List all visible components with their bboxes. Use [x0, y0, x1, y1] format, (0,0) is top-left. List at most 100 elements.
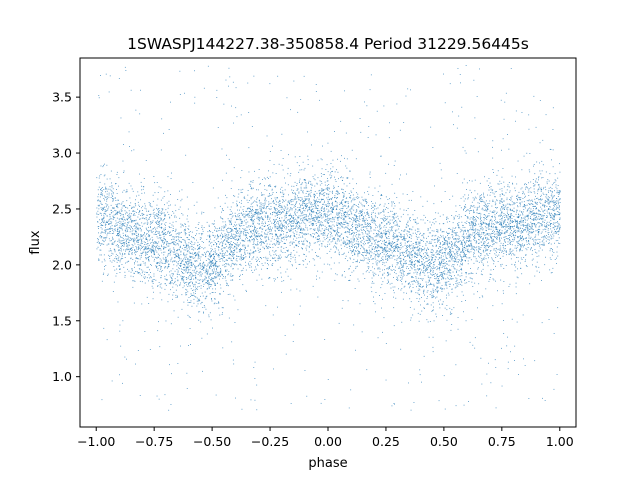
data-point: [469, 240, 471, 242]
data-point: [147, 243, 148, 245]
data-point: [293, 228, 294, 230]
data-point: [157, 269, 159, 271]
data-point: [385, 241, 387, 243]
data-point: [426, 241, 428, 242]
data-point: [414, 252, 416, 254]
data-point: [352, 205, 354, 207]
data-point: [551, 216, 553, 218]
data-point: [545, 240, 547, 242]
data-point: [205, 269, 207, 271]
data-point: [379, 212, 381, 214]
data-point: [291, 220, 293, 222]
data-point: [386, 207, 387, 208]
data-point: [504, 219, 506, 220]
data-point: [284, 252, 286, 253]
data-point: [515, 293, 517, 295]
data-point: [454, 287, 456, 289]
data-point: [361, 232, 363, 233]
data-point: [558, 192, 559, 193]
data-point: [168, 245, 170, 247]
data-point: [172, 251, 174, 253]
data-point: [550, 234, 552, 236]
data-point: [473, 225, 475, 226]
data-point: [446, 241, 448, 243]
data-point: [453, 244, 455, 246]
data-point: [187, 291, 189, 293]
data-point: [330, 248, 332, 250]
data-point: [408, 240, 410, 242]
data-point: [299, 290, 301, 292]
data-point: [381, 247, 383, 249]
data-point: [531, 211, 533, 213]
data-point: [368, 224, 369, 225]
data-point: [154, 248, 156, 250]
data-point: [508, 182, 510, 183]
data-point: [540, 206, 542, 208]
data-point: [144, 271, 146, 273]
data-point: [439, 253, 441, 255]
data-point: [522, 314, 524, 316]
data-point: [300, 232, 302, 233]
data-point: [272, 243, 274, 245]
data-point: [256, 236, 258, 238]
data-point: [257, 234, 259, 236]
data-point: [270, 229, 272, 231]
data-point: [122, 320, 124, 322]
data-point: [216, 89, 218, 91]
data-point: [540, 217, 542, 219]
data-point: [526, 223, 528, 225]
data-point: [464, 259, 466, 261]
data-point: [234, 243, 236, 244]
data-point: [199, 282, 201, 284]
data-point: [105, 237, 106, 239]
data-point: [126, 242, 127, 244]
data-point: [302, 192, 304, 194]
data-point: [420, 272, 421, 274]
data-point: [179, 94, 181, 95]
data-point: [551, 195, 553, 197]
data-point: [269, 226, 271, 228]
data-point: [300, 197, 302, 198]
data-point: [387, 272, 388, 273]
data-point: [513, 231, 515, 233]
data-point: [355, 232, 357, 233]
data-point: [355, 215, 357, 216]
data-point: [170, 323, 172, 325]
data-point: [296, 185, 298, 186]
data-point: [304, 182, 306, 183]
data-point: [189, 231, 191, 232]
data-point: [334, 195, 336, 197]
data-point: [239, 228, 241, 230]
data-point: [372, 210, 374, 212]
data-point: [145, 227, 147, 229]
data-point: [348, 240, 350, 241]
data-point: [451, 313, 453, 314]
data-point: [240, 222, 242, 224]
data-point: [537, 229, 539, 231]
data-point: [137, 272, 139, 274]
data-point: [409, 257, 410, 258]
data-point: [514, 345, 516, 347]
data-point: [468, 257, 470, 259]
data-point: [509, 216, 510, 217]
data-point: [154, 182, 156, 184]
data-point: [185, 154, 187, 156]
data-point: [293, 233, 295, 234]
data-point: [137, 191, 139, 193]
data-point: [120, 345, 122, 347]
data-point: [444, 191, 446, 192]
data-point: [275, 224, 276, 226]
data-point: [547, 200, 549, 201]
data-point: [161, 252, 163, 254]
data-point: [458, 283, 460, 285]
data-point: [551, 191, 553, 193]
data-point: [437, 273, 438, 275]
data-point: [186, 294, 188, 296]
data-point: [159, 220, 161, 222]
data-point: [120, 246, 122, 248]
data-point: [249, 228, 250, 230]
data-point: [193, 286, 194, 288]
data-point: [170, 101, 171, 103]
data-point: [159, 234, 161, 236]
data-point: [559, 202, 561, 203]
